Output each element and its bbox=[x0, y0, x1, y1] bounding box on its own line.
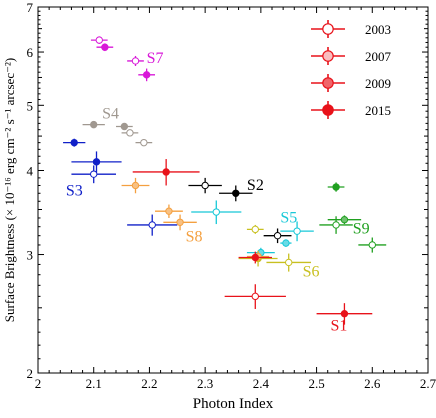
data-marker bbox=[163, 169, 169, 175]
data-point bbox=[122, 178, 150, 193]
data-marker bbox=[333, 222, 339, 228]
data-point bbox=[127, 215, 177, 236]
region-label: S9 bbox=[353, 221, 370, 238]
data-marker bbox=[143, 72, 149, 78]
data-marker bbox=[202, 182, 208, 188]
data-point bbox=[122, 130, 139, 136]
y-tick-label: 7 bbox=[27, 0, 34, 15]
data-marker bbox=[96, 37, 102, 43]
y-tick-label: 6 bbox=[27, 45, 34, 60]
y-tick-label: 2 bbox=[27, 366, 34, 381]
data-marker bbox=[341, 311, 347, 317]
x-tick-label: 2.5 bbox=[308, 376, 324, 391]
region-label: S3 bbox=[66, 182, 83, 199]
legend-item: 2007 bbox=[311, 47, 392, 65]
data-point bbox=[188, 178, 221, 193]
legend-item: 2003 bbox=[311, 20, 391, 38]
x-tick-label: 2.3 bbox=[197, 376, 213, 391]
data-marker bbox=[141, 139, 147, 145]
x-axis-label: Photon Index bbox=[193, 396, 274, 412]
y-axis-label: Surface Brightness (× 10⁻¹⁶ erg cm⁻² s⁻¹… bbox=[2, 58, 17, 322]
data-marker bbox=[333, 184, 339, 190]
data-marker bbox=[274, 232, 280, 238]
data-point bbox=[71, 151, 121, 172]
data-marker bbox=[213, 209, 219, 215]
data-point bbox=[138, 69, 155, 82]
data-marker bbox=[233, 190, 239, 196]
legend-label: 2015 bbox=[365, 103, 391, 118]
x-tick-label: 2.4 bbox=[253, 376, 270, 391]
x-tick-label: 2.6 bbox=[364, 376, 381, 391]
data-point bbox=[358, 238, 386, 253]
legend-marker bbox=[323, 51, 333, 61]
data-point bbox=[247, 225, 264, 234]
data-marker bbox=[177, 219, 183, 225]
data-points bbox=[63, 36, 386, 324]
data-marker bbox=[91, 171, 97, 177]
legend-label: 2003 bbox=[365, 22, 391, 37]
region-labels: S1 S2 S3 S4 S5 S6 S7 S8 S9 bbox=[66, 50, 370, 335]
data-marker bbox=[286, 259, 292, 265]
region-label: S8 bbox=[186, 229, 203, 246]
legend-marker bbox=[323, 24, 333, 34]
data-marker bbox=[369, 242, 375, 248]
data-marker bbox=[149, 222, 155, 228]
legend-item: 2015 bbox=[311, 101, 391, 119]
data-marker bbox=[71, 139, 77, 145]
data-point bbox=[127, 56, 144, 66]
data-point bbox=[328, 182, 345, 191]
data-marker bbox=[294, 228, 300, 234]
data-marker bbox=[91, 121, 97, 127]
data-marker bbox=[166, 208, 172, 214]
data-point bbox=[71, 165, 116, 183]
legend-item: 2009 bbox=[311, 74, 391, 92]
data-point bbox=[280, 239, 291, 246]
legend-marker bbox=[323, 78, 333, 88]
data-marker bbox=[252, 226, 258, 232]
x-tick-label: 2.1 bbox=[86, 376, 102, 391]
data-marker bbox=[93, 159, 99, 165]
legend-marker bbox=[323, 105, 333, 115]
y-tick-label: 4 bbox=[27, 163, 34, 178]
x-tick-label: 2 bbox=[35, 376, 42, 391]
y-tick-label: 5 bbox=[27, 98, 34, 113]
region-label: S5 bbox=[280, 209, 297, 226]
data-marker bbox=[127, 130, 133, 136]
data-marker bbox=[283, 240, 289, 246]
data-marker bbox=[102, 44, 108, 50]
region-label: S7 bbox=[147, 50, 164, 67]
data-point bbox=[155, 205, 183, 218]
data-point bbox=[136, 139, 153, 146]
data-point bbox=[91, 36, 108, 43]
data-marker bbox=[132, 58, 138, 64]
data-point bbox=[97, 43, 114, 51]
data-marker bbox=[121, 123, 127, 129]
data-marker bbox=[252, 254, 258, 260]
data-point bbox=[225, 284, 286, 309]
legend-label: 2007 bbox=[365, 49, 392, 64]
data-point bbox=[116, 123, 133, 129]
region-label: S2 bbox=[247, 177, 264, 194]
data-point bbox=[63, 139, 85, 147]
x-tick-label: 2.7 bbox=[420, 376, 436, 391]
data-marker bbox=[341, 216, 347, 222]
legend: 2003 2007 2009 2015 bbox=[311, 20, 392, 119]
data-point bbox=[239, 252, 272, 264]
region-label: S4 bbox=[102, 105, 119, 122]
x-tick-label: 2.2 bbox=[141, 376, 157, 391]
y-tick-label: 3 bbox=[27, 248, 34, 263]
data-point bbox=[191, 200, 241, 224]
legend-label: 2009 bbox=[365, 76, 391, 91]
region-label: S1 bbox=[331, 318, 348, 335]
data-marker bbox=[252, 293, 258, 299]
data-marker bbox=[132, 182, 138, 188]
data-point bbox=[133, 159, 200, 185]
region-label: S6 bbox=[303, 264, 320, 281]
